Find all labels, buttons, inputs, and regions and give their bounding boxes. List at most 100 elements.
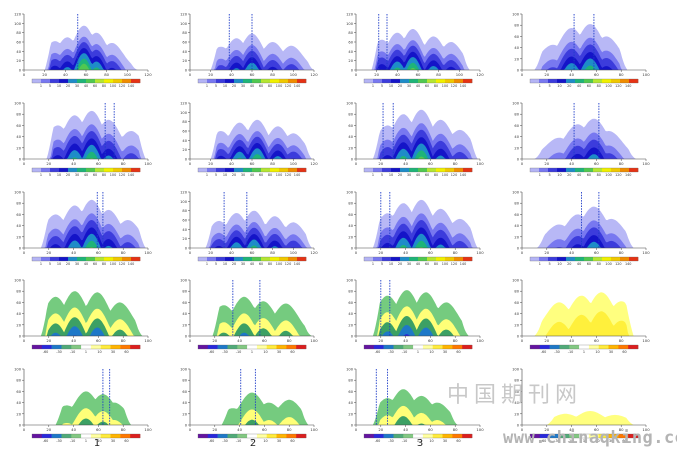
- y-tick-label: 0: [351, 424, 354, 428]
- colorbar-tick-label: 30: [75, 84, 79, 88]
- y-tick-label: 60: [16, 301, 21, 305]
- y-tick-label: 0: [19, 335, 22, 339]
- x-tick-label: 40: [229, 250, 234, 255]
- x-tick-label: 60: [416, 72, 421, 77]
- colorbar-segment: [50, 257, 60, 261]
- y-tick-label: 100: [180, 200, 188, 204]
- y-tick-label: 20: [348, 412, 353, 416]
- colorbar-tick-label: 30: [241, 262, 245, 266]
- contour-level-3: [534, 52, 628, 70]
- x-tick-label: 20: [208, 161, 213, 166]
- colorbar-segment: [41, 257, 51, 261]
- y-tick-label: 60: [182, 390, 187, 394]
- colorbar-tick-label: -60: [209, 439, 215, 443]
- colorbar-segment: [71, 434, 82, 438]
- colorbar-frame: [31, 344, 141, 350]
- y-tick-label: 20: [182, 237, 187, 241]
- x-tick-label: 20: [378, 161, 383, 166]
- colorbar-segment: [549, 434, 560, 438]
- y-tick-label: 0: [517, 69, 520, 73]
- y-tick-label: 0: [351, 158, 354, 162]
- y-tick-label: 60: [348, 390, 353, 394]
- x-tick-label: 0: [23, 250, 26, 255]
- y-tick-label: 100: [512, 368, 520, 372]
- colorbar-segment: [539, 257, 549, 261]
- colorbar-segment: [400, 168, 410, 172]
- colorbar-segment: [130, 434, 141, 438]
- x-tick-label: 40: [71, 338, 76, 343]
- colorbar-tick-label: 60: [124, 439, 128, 443]
- contour-level-2: [536, 227, 634, 248]
- colorbar-tick-label: 5: [381, 262, 383, 266]
- x-tick-label: 100: [642, 427, 650, 432]
- colorbar-tick-label: 40: [84, 262, 88, 266]
- x-tick-label: 0: [521, 427, 524, 432]
- x-tick-label: 100: [144, 161, 152, 166]
- colorbar-segment: [234, 168, 244, 172]
- y-tick-label: 80: [348, 202, 353, 206]
- colorbar-segment: [51, 345, 62, 349]
- y-tick-label: 20: [514, 412, 519, 416]
- subplot-r4c2: 0 20 40 60 80 100 0 20 40 60 80 100 -60 -30 -10 1 10 30 60: [180, 279, 318, 355]
- colorbar-tick-label: 100: [110, 173, 116, 177]
- colorbar-tick-label: -30: [56, 350, 62, 354]
- y-tick-label: 60: [182, 41, 187, 45]
- colorbar-tick-label: 10: [223, 173, 227, 177]
- colorbar-segment: [104, 168, 114, 172]
- x-tick-label: 80: [121, 338, 126, 343]
- y-tick-label: 20: [182, 323, 187, 327]
- y-tick-label: 60: [514, 35, 519, 39]
- x-tick-label: 0: [355, 338, 358, 343]
- x-tick-label: 120: [310, 161, 318, 166]
- colorbar-tick-label: 5: [549, 84, 551, 88]
- subplot-r2c3: 0 20 40 60 80 100 0 20 40 60 80 100 1 5 10 20 30 40 60 80 10…: [346, 102, 484, 178]
- colorbar-tick-label: 30: [407, 84, 411, 88]
- colorbar-segment: [454, 168, 464, 172]
- x-tick-label: 100: [642, 338, 650, 343]
- x-tick-label: 20: [544, 161, 549, 166]
- subplot-r1c4: 0 20 40 60 80 100 0 20 40 60 80 100 1 5 10 20 40 60 80 100 1…: [512, 13, 650, 89]
- colorbar-tick-label: 140: [294, 173, 300, 177]
- colorbar-tick-label: -30: [388, 350, 394, 354]
- colorbar-tick-label: 5: [215, 84, 217, 88]
- x-tick-label: 80: [270, 161, 275, 166]
- contour-level-4: [205, 239, 312, 248]
- colorbar-tick-label: -60: [43, 439, 49, 443]
- colorbar-segment: [530, 434, 541, 438]
- colorbar-tick-label: 30: [609, 439, 613, 443]
- colorbar-frame: [197, 344, 307, 350]
- colorbar-segment: [391, 79, 401, 83]
- colorbar-tick-label: 10: [263, 350, 267, 354]
- colorbar-segment: [403, 434, 414, 438]
- colorbar-segment: [297, 168, 307, 172]
- colorbar-tick-label: 60: [259, 262, 263, 266]
- colorbar-segment: [131, 79, 141, 83]
- x-tick-label: 100: [476, 427, 484, 432]
- x-tick-label: 20: [378, 250, 383, 255]
- y-tick-label: 40: [348, 224, 353, 228]
- colorbar-segment: [71, 345, 82, 349]
- colorbar-segment: [422, 434, 433, 438]
- colorbar-tick-label: 120: [615, 262, 621, 266]
- colorbar-segment: [234, 257, 244, 261]
- x-tick-label: 20: [46, 161, 51, 166]
- colorbar-tick-label: 120: [285, 262, 291, 266]
- colorbar-segment: [122, 168, 132, 172]
- colorbar-segment: [286, 434, 297, 438]
- y-tick-label: 60: [16, 124, 21, 128]
- y-tick-label: 60: [348, 213, 353, 217]
- colorbar-segment: [539, 79, 549, 83]
- colorbar-segment: [68, 257, 78, 261]
- colorbar-segment: [279, 79, 289, 83]
- colorbar-segment: [110, 345, 121, 349]
- colorbar-tick-label: -10: [402, 350, 408, 354]
- x-tick-label: 0: [23, 338, 26, 343]
- colorbar-segment: [393, 345, 404, 349]
- colorbar-tick-label: -30: [222, 439, 228, 443]
- x-tick-label: 20: [46, 338, 51, 343]
- y-tick-label: 0: [351, 335, 354, 339]
- colorbar-frame: [529, 433, 639, 439]
- colorbar-tick-label: 1: [206, 173, 208, 177]
- x-tick-label: 80: [287, 427, 292, 432]
